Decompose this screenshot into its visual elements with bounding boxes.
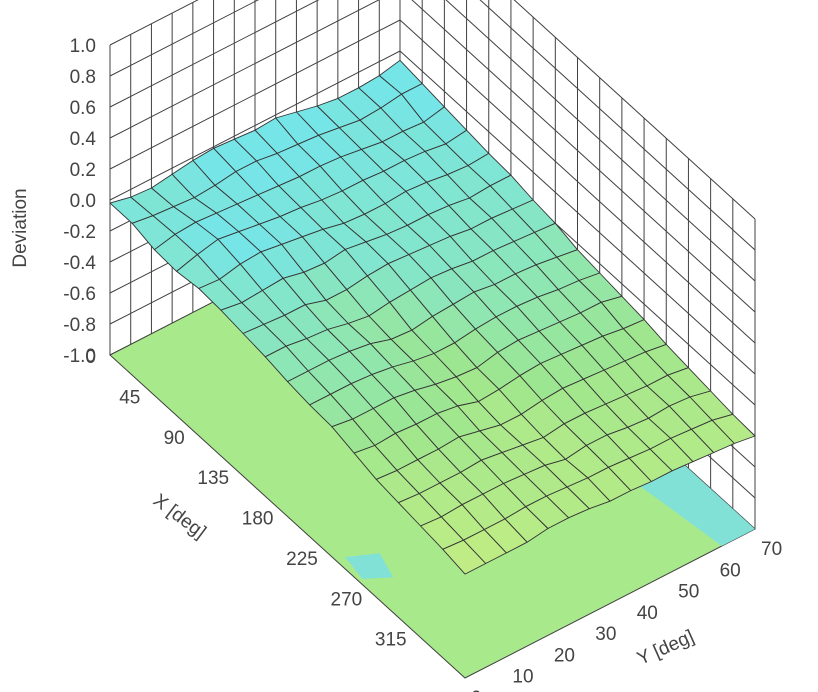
x-tick-label: 0 bbox=[85, 347, 96, 368]
y-tick-label: 40 bbox=[637, 603, 658, 624]
deviation-surface bbox=[109, 59, 756, 575]
wall-gridline-horizontal bbox=[109, 0, 756, 282]
deviation-tick-label: 0.8 bbox=[70, 67, 96, 88]
y-tick-label: 10 bbox=[512, 667, 533, 688]
wall-gridline-horizontal bbox=[109, 0, 756, 251]
deviation-tick-label: -0.8 bbox=[63, 315, 96, 336]
deviation-axis-title: Deviation bbox=[10, 188, 31, 267]
x-tick-label: 90 bbox=[164, 428, 185, 449]
surface-cell bbox=[442, 539, 487, 575]
wall-gridline-horizontal bbox=[109, 0, 756, 313]
x-tick-label: 225 bbox=[286, 549, 318, 570]
y-axis-title: Y [deg] bbox=[634, 626, 697, 670]
tick-labels: 1.00.80.60.40.20.0-0.2-0.4-0.6-0.8-1.004… bbox=[63, 36, 782, 692]
y-tick-label: 30 bbox=[595, 624, 616, 645]
x-tick-label: 45 bbox=[119, 387, 140, 408]
deviation-tick-label: 0.2 bbox=[70, 160, 96, 181]
deviation-tick-label: 0.6 bbox=[70, 98, 96, 119]
floor-contour-region bbox=[345, 553, 394, 579]
x-tick-label: 135 bbox=[197, 468, 229, 489]
y-tick-label: 50 bbox=[678, 582, 699, 603]
deviation-tick-label: -0.6 bbox=[63, 284, 96, 305]
deviation-tick-label: 0.4 bbox=[70, 129, 97, 150]
y-tick-label: 0 bbox=[471, 688, 482, 692]
x-tick-label: 315 bbox=[375, 630, 407, 651]
y-tick-label: 70 bbox=[761, 539, 782, 560]
deviation-tick-label: -0.2 bbox=[63, 222, 96, 243]
deviation-tick-label: -0.4 bbox=[63, 253, 96, 274]
deviation-tick-label: 0.0 bbox=[70, 191, 96, 212]
x-axis-title: X [deg] bbox=[149, 490, 210, 543]
deviation-tick-label: 1.0 bbox=[70, 36, 96, 57]
x-tick-label: 270 bbox=[331, 589, 363, 610]
y-tick-label: 60 bbox=[720, 560, 741, 581]
y-tick-label: 20 bbox=[554, 645, 575, 666]
wall-gridline-horizontal bbox=[109, 0, 756, 220]
deviation-tick-label: -1.0 bbox=[63, 346, 96, 367]
x-tick-label: 180 bbox=[242, 509, 274, 530]
